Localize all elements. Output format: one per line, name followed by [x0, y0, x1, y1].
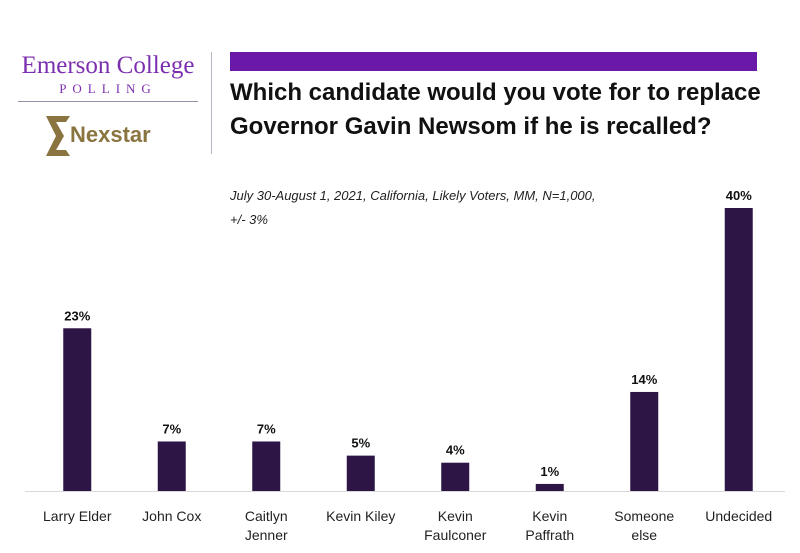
emerson-college-wordmark: Emerson College	[21, 52, 195, 79]
data-label: 5%	[351, 436, 370, 451]
data-label: 4%	[446, 443, 465, 458]
category-label-line: Kevin	[532, 508, 568, 524]
category-label: Caitlyn Jenner	[218, 507, 314, 545]
logo-divider	[18, 101, 198, 102]
nexstar-star-icon	[46, 116, 70, 156]
category-label: Someone else	[596, 507, 692, 545]
category-label-line: Larry Elder	[43, 508, 112, 524]
category-label-line: Kevin	[437, 508, 473, 524]
category-label-line: Caitlyn	[244, 508, 288, 524]
data-label: 23%	[64, 308, 90, 323]
category-label: Undecided	[691, 507, 787, 526]
bar	[630, 391, 659, 491]
category-label-line: Paffrath	[525, 527, 575, 543]
bar	[252, 441, 281, 491]
category-label: Kevin Kiley	[313, 507, 409, 526]
bar	[157, 441, 186, 491]
data-label: 40%	[726, 188, 752, 203]
bar	[346, 455, 375, 491]
category-label-line: Jenner	[244, 527, 288, 543]
bar	[63, 328, 92, 491]
subtitle-line-1: July 30-August 1, 2021, California, Like…	[230, 188, 596, 203]
category-label: Larry Elder	[29, 507, 125, 526]
category-label-line: Undecided	[705, 508, 773, 524]
category-label-line: else	[631, 527, 658, 543]
category-label-line: Faulconer	[424, 527, 487, 543]
bar	[724, 208, 753, 491]
data-label: 1%	[540, 464, 559, 479]
chart-title: Which candidate would you vote for to re…	[230, 79, 761, 140]
polling-wordmark: POLLING	[59, 81, 157, 96]
header-divider	[211, 52, 212, 154]
chart-subtitle: July 30-August 1, 2021, California, Like…	[230, 184, 700, 232]
category-label: John Cox	[124, 507, 220, 526]
category-label: Kevin Faulconer	[407, 507, 503, 545]
bar	[441, 462, 470, 491]
title-accent-bar	[230, 52, 757, 71]
data-label: 14%	[631, 372, 657, 387]
category-label-line: Someone	[614, 508, 675, 524]
category-label-line: Kevin Kiley	[326, 508, 396, 524]
category-label-line: John Cox	[142, 508, 202, 524]
bar	[535, 483, 564, 491]
subtitle-line-2: +/- 3%	[230, 212, 268, 227]
nexstar-wordmark: Nexstar	[70, 122, 151, 147]
data-label: 7%	[257, 421, 276, 436]
category-label: Kevin Paffrath	[502, 507, 598, 545]
data-label: 7%	[162, 421, 181, 436]
